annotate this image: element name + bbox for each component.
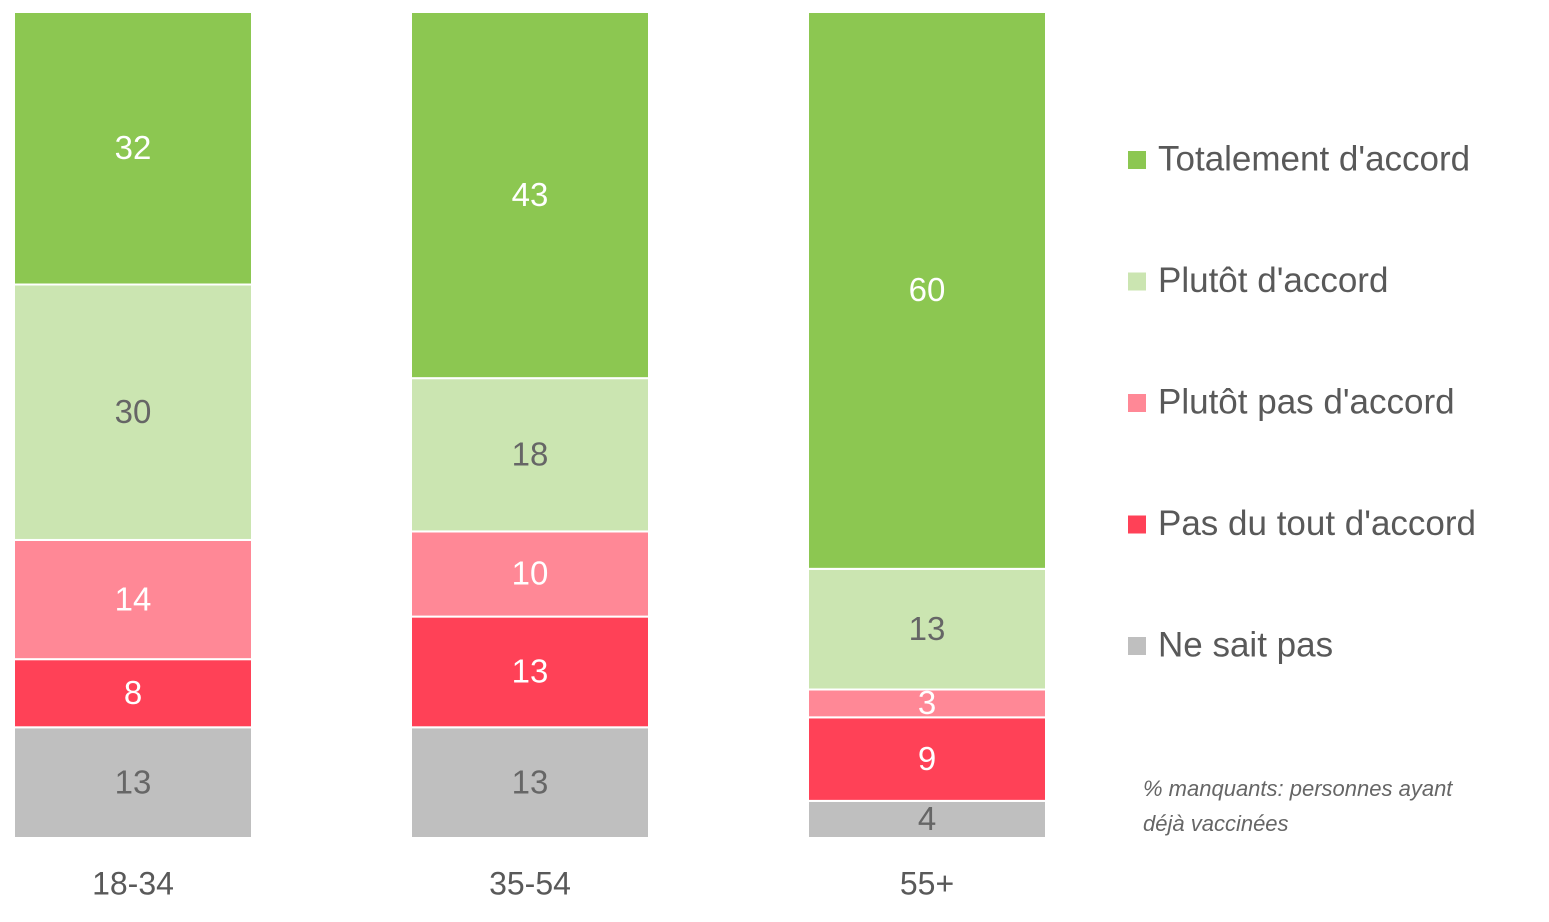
bar-segment [410, 11, 650, 380]
value-label: 18 [512, 436, 549, 473]
legend-swatch [1128, 151, 1146, 169]
value-label: 60 [909, 271, 946, 308]
bar-segment [13, 726, 253, 839]
value-label: 8 [124, 674, 142, 711]
value-label: 4 [918, 800, 936, 837]
value-label: 14 [115, 580, 152, 617]
value-label: 32 [115, 129, 152, 166]
bar-segment [410, 615, 650, 729]
x-tick-label: 55+ [900, 865, 954, 901]
bar-segment [13, 11, 253, 286]
bar-segment [410, 377, 650, 533]
legend-swatch [1128, 637, 1146, 655]
value-label: 13 [115, 763, 152, 800]
value-label: 43 [512, 176, 549, 213]
value-label: 13 [512, 763, 549, 800]
bar-segment [410, 530, 650, 618]
bar-segment [410, 726, 650, 839]
annotation: déjà vaccinées [1143, 811, 1289, 836]
legend-swatch [1128, 515, 1146, 534]
legend-label: Plutôt d'accord [1158, 261, 1388, 300]
annotation: % manquants: personnes ayant [1143, 776, 1453, 801]
bar-segment [807, 799, 1047, 839]
x-tick-label: 35-54 [489, 865, 571, 901]
value-label: 13 [512, 653, 549, 690]
value-label: 10 [512, 555, 549, 592]
x-tick-label: 18-34 [92, 865, 174, 901]
value-label: 30 [115, 393, 152, 430]
legend-label: Ne sait pas [1158, 625, 1333, 664]
value-label: 13 [909, 610, 946, 647]
value-label: 9 [918, 740, 936, 777]
bar-segment [807, 567, 1047, 691]
bar-segment [807, 11, 1047, 570]
legend-label: Plutôt pas d'accord [1158, 382, 1455, 421]
legend-swatch [1128, 394, 1146, 412]
bar-segment [807, 716, 1047, 802]
bar-segment [807, 688, 1047, 719]
legend-label: Totalement d'accord [1158, 139, 1470, 178]
bar-segment [13, 283, 253, 541]
legend-label: Pas du tout d'accord [1158, 504, 1476, 543]
value-label: 3 [918, 684, 936, 721]
legend-swatch [1128, 272, 1146, 291]
bar-segment [13, 658, 253, 729]
